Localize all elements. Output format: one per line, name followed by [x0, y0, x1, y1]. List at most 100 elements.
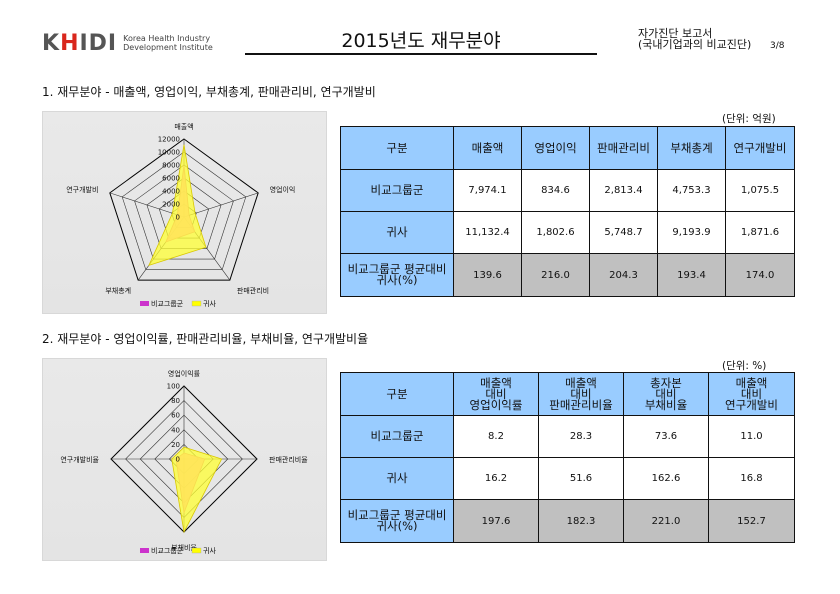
legend-label-group: 비교그룹군 [151, 546, 184, 555]
radar-tick-label: 2000 [162, 201, 180, 209]
col-header: 부채총계 [657, 126, 726, 170]
radar-tick-label: 0 [176, 214, 180, 222]
col-header: 구분 [340, 372, 454, 416]
legend-swatch-group [140, 548, 149, 553]
radar-tick-label: 6000 [162, 175, 180, 183]
radar-tick-label: 20 [171, 441, 180, 449]
radar-spoke [109, 192, 185, 218]
table-cell: 204.3 [589, 253, 658, 297]
col-header: 판매관리비 [589, 126, 658, 170]
legend-label-company: 귀사 [203, 546, 216, 555]
radar-grid-ring [134, 164, 234, 260]
radar-axis-label: 영업이익률 [168, 369, 201, 378]
radar-axis-label: 연구개발비 [66, 185, 98, 194]
table-cell: 5,748.7 [589, 211, 658, 254]
table-row-ratio: 비교그룹군 평균대비 귀사(%) 139.6 216.0 204.3 193.4 … [340, 253, 795, 297]
logo-mark: KHIDI [42, 30, 118, 56]
row-label: 비교그룹군 평균대비 귀사(%) [340, 499, 454, 543]
section2-radar-chart: 0 20 40 60 80 100 영업이익률 판매관리비율 부채비율 연구개발비율 비교그룹군 귀사 [42, 358, 327, 561]
table-cell: 182.3 [538, 499, 624, 543]
table-cell: 11,132.4 [453, 211, 522, 254]
section1-table: 구분 매출액 영업이익 판매관리비 부채총계 연구개발비 비교그룹군 7,974… [340, 126, 795, 297]
legend-label-company: 귀사 [203, 299, 216, 308]
page-number: 3/8 [770, 41, 785, 51]
legend-swatch-group [140, 301, 149, 306]
col-header: 매출액 대비 영업이익률 [453, 372, 539, 416]
radar-axis-label: 부채비율 [171, 543, 197, 552]
radar-tick-label: 10000 [158, 149, 180, 157]
table-cell: 51.6 [538, 457, 624, 500]
col-header: 매출액 대비 연구개발비 [708, 372, 795, 416]
col-header: 영업이익 [521, 126, 590, 170]
table-cell: 9,193.9 [657, 211, 726, 254]
col-header: 매출액 대비 판매관리비율 [538, 372, 624, 416]
section2-table: 구분 매출액 대비 영업이익률 매출액 대비 판매관리비율 총자본 대비 부채비율 매출액 대… [340, 372, 795, 543]
table-row: 비교그룹군 8.2 28.3 73.6 11.0 [340, 415, 795, 458]
table-cell: 174.0 [725, 253, 795, 297]
table-cell: 1,075.5 [725, 169, 795, 212]
col-header: 총자본 대비 부채비율 [623, 372, 709, 416]
table-cell: 7,974.1 [453, 169, 522, 212]
table-cell: 16.8 [708, 457, 795, 500]
table-cell: 216.0 [521, 253, 590, 297]
table-cell: 16.2 [453, 457, 539, 500]
row-label: 비교그룹군 평균대비 귀사(%) [340, 253, 454, 297]
legend-swatch-company [191, 547, 202, 554]
section2-unit: (단위: %) [722, 360, 767, 372]
radar-grid-ring [121, 151, 247, 270]
table-row: 귀사 16.2 51.6 162.6 16.8 [340, 457, 795, 500]
radar-series-area [148, 144, 207, 266]
legend-label-group: 비교그룹군 [151, 299, 184, 308]
row-label: 귀사 [340, 457, 454, 500]
legend-swatch-company [191, 300, 202, 307]
table-row: 귀사 11,132.4 1,802.6 5,748.7 9,193.9 1,87… [340, 211, 795, 254]
table-header-row: 구분 매출액 영업이익 판매관리비 부채총계 연구개발비 [340, 126, 795, 170]
section1-heading: 1. 재무분야 - 매출액, 영업이익, 부채총계, 판매관리비, 연구개발비 [42, 85, 376, 99]
table-cell: 11.0 [708, 415, 795, 458]
table-row-ratio: 비교그룹군 평균대비 귀사(%) 197.6 182.3 221.0 152.7 [340, 499, 795, 543]
col-header: 구분 [340, 126, 454, 170]
radar-tick-label: 0 [176, 456, 180, 464]
row-label: 비교그룹군 [340, 169, 454, 212]
radar-axis-label: 매출액 [174, 122, 193, 131]
radar-tick-label: 12000 [158, 136, 180, 144]
radar-axis-label: 영업이익 [270, 185, 296, 194]
radar-tick-label: 60 [171, 412, 180, 420]
kbidi-logo: KHIDI Korea Health Industry Development I… [42, 30, 213, 56]
table-cell: 8.2 [453, 415, 539, 458]
col-header: 매출액 [453, 126, 522, 170]
radar-tick-label: 100 [167, 383, 180, 391]
table-cell: 193.4 [657, 253, 726, 297]
table-cell: 73.6 [623, 415, 709, 458]
radar-axis-label: 판매관리비 [237, 286, 269, 295]
radar-axis-label: 부채총계 [105, 286, 131, 295]
radar-axis-label: 연구개발비율 [60, 455, 99, 464]
radar-grid-ring [109, 138, 259, 281]
logo-subtitle: Korea Health Industry Development Institu… [123, 34, 213, 52]
table-cell: 834.6 [521, 169, 590, 212]
radar-tick-label: 4000 [162, 188, 180, 196]
radar-tick-label: 8000 [162, 162, 180, 170]
radar-spoke [183, 192, 259, 218]
table-row: 비교그룹군 7,974.1 834.6 2,813.4 4,753.3 1,07… [340, 169, 795, 212]
table-cell: 197.6 [453, 499, 539, 543]
radar-tick-label: 40 [171, 426, 180, 434]
title-underline [245, 53, 597, 55]
table-cell: 221.0 [623, 499, 709, 543]
table-header-row: 구분 매출액 대비 영업이익률 매출액 대비 판매관리비율 총자본 대비 부채비율 매출액 대… [340, 372, 795, 416]
page-title: 2015년도 재무분야 [341, 30, 501, 52]
radar-series-area [171, 446, 223, 534]
radar-tick-label: 80 [171, 397, 180, 405]
table-cell: 162.6 [623, 457, 709, 500]
report-label: 자가진단 보고서 (국내기업과의 비교진단) [638, 27, 752, 51]
table-cell: 4,753.3 [657, 169, 726, 212]
table-cell: 1,802.6 [521, 211, 590, 254]
row-label: 비교그룹군 [340, 415, 454, 458]
table-cell: 2,813.4 [589, 169, 658, 212]
table-cell: 139.6 [453, 253, 522, 297]
section1-unit: (단위: 억원) [722, 113, 776, 125]
col-header: 연구개발비 [725, 126, 795, 170]
